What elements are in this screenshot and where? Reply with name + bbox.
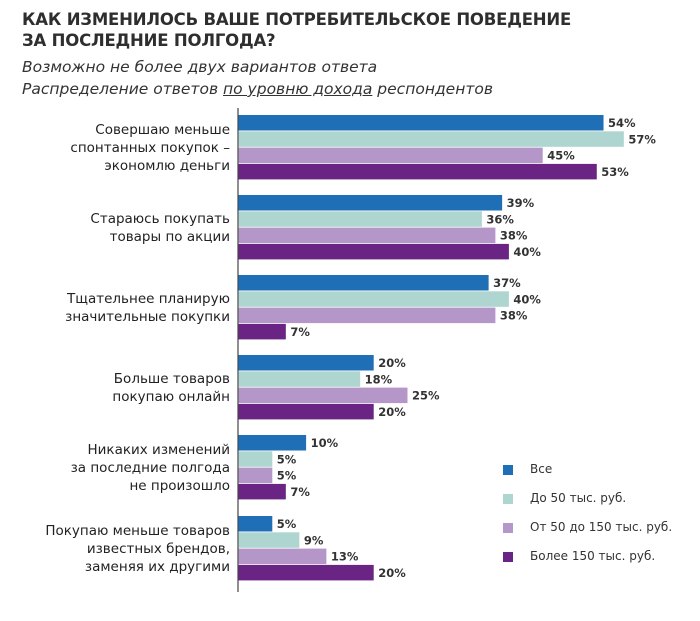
subtitle-text-end: респондентов — [372, 80, 493, 98]
category-label: Тщательнее планирую значительные покупки — [15, 290, 230, 326]
legend-item: От 50 до 150 тыс. руб. — [503, 520, 673, 534]
bar — [238, 371, 361, 387]
bar — [238, 243, 509, 260]
legend-swatch — [503, 552, 513, 562]
chart-title-line-2: ЗА ПОСЛЕДНИЕ ПОЛГОДА? — [22, 31, 276, 50]
category-label-line: за последние полгода — [70, 460, 230, 476]
bar — [238, 115, 604, 131]
bar — [238, 564, 374, 581]
legend-swatch — [503, 494, 513, 504]
data-label: 53% — [601, 165, 629, 179]
data-label: 36% — [486, 212, 514, 226]
data-label: 13% — [331, 550, 359, 564]
bar — [238, 532, 300, 548]
category-label-line: Стараюсь покупать — [90, 211, 230, 227]
bar — [238, 548, 327, 565]
data-label: 57% — [628, 132, 656, 146]
data-label: 7% — [290, 325, 310, 339]
bar — [238, 147, 543, 164]
bar — [238, 355, 374, 371]
category-label-line: спонтанных покупок – — [70, 140, 230, 156]
data-label: 18% — [365, 372, 393, 386]
category-label-line: значительные покупки — [65, 309, 230, 325]
data-label: 10% — [311, 436, 339, 450]
chart-title-line-1: КАК ИЗМЕНИЛОСЬ ВАШЕ ПОТРЕБИТЕЛЬСКОЕ ПОВЕ… — [22, 10, 572, 29]
data-label: 5% — [277, 517, 297, 531]
legend-label: Более 150 тыс. руб. — [530, 549, 656, 563]
legend-swatch — [503, 465, 513, 475]
data-label: 25% — [412, 389, 440, 403]
data-label: 7% — [290, 485, 310, 499]
category-label-line: Покупаю меньше товаров — [45, 523, 230, 539]
category-label-line: не произошло — [129, 478, 230, 494]
bar — [238, 387, 408, 404]
category-label: Покупаю меньше товаров известных брендов,… — [15, 522, 230, 576]
bar — [238, 323, 286, 340]
legend-item: До 50 тыс. руб. — [503, 491, 627, 505]
legend-label: Все — [530, 462, 553, 476]
data-label: 39% — [507, 196, 535, 210]
bar — [238, 451, 273, 467]
category-label: Совершаю меньше спонтанных покупок – эконо… — [15, 121, 230, 175]
bar — [238, 435, 307, 451]
legend-item: Более 150 тыс. руб. — [503, 549, 656, 563]
category-label-line: экономлю деньги — [104, 158, 230, 174]
category-label-line: заменяя их другими — [84, 559, 230, 575]
bar — [238, 195, 503, 211]
chart-subtitle-2: Распределение ответов по уровню дохода р… — [22, 80, 493, 98]
data-label: 5% — [277, 469, 297, 483]
category-label: Больше товаров покупаю онлайн — [15, 370, 230, 406]
data-label: 20% — [378, 356, 406, 370]
data-label: 38% — [500, 229, 528, 243]
data-label: 40% — [513, 245, 541, 259]
bar — [238, 163, 597, 180]
category-label-line: товары по акции — [109, 229, 230, 245]
data-label: 54% — [608, 116, 636, 130]
category-label-line: Никаких изменений — [87, 442, 230, 458]
legend-item: Все — [503, 462, 553, 476]
category-label-line: покупаю онлайн — [112, 389, 230, 405]
legend-swatch — [503, 523, 513, 533]
data-label: 45% — [547, 149, 575, 163]
subtitle-underlined-text: по уровню дохода — [223, 80, 373, 98]
bar — [238, 483, 286, 500]
category-label-line: Больше товаров — [113, 371, 230, 387]
data-label: 20% — [378, 405, 406, 419]
bar — [238, 131, 624, 147]
category-label: Стараюсь покупать товары по акции — [15, 210, 230, 246]
category-label-line: известных брендов, — [86, 541, 230, 557]
category-label-line: Совершаю меньше — [95, 122, 230, 138]
bar — [238, 275, 489, 291]
bar — [238, 403, 374, 420]
data-label: 9% — [304, 533, 324, 547]
data-label: 40% — [513, 292, 541, 306]
bar — [238, 516, 273, 532]
data-label: 20% — [378, 566, 406, 580]
bar — [238, 291, 509, 307]
legend-label: От 50 до 150 тыс. руб. — [530, 520, 673, 534]
data-label: 38% — [500, 309, 528, 323]
data-label: 37% — [493, 276, 521, 290]
chart-subtitle-1: Возможно не более двух вариантов ответа — [22, 58, 378, 76]
category-label: Никаких изменений за последние полгода не … — [15, 441, 230, 495]
bar — [238, 227, 496, 244]
category-label-line: Тщательнее планирую — [67, 291, 230, 307]
bar — [238, 307, 496, 324]
subtitle-text: Распределение ответов — [22, 80, 224, 98]
data-label: 5% — [277, 452, 297, 466]
bar — [238, 211, 482, 227]
bar — [238, 467, 273, 484]
legend-label: До 50 тыс. руб. — [530, 491, 627, 505]
